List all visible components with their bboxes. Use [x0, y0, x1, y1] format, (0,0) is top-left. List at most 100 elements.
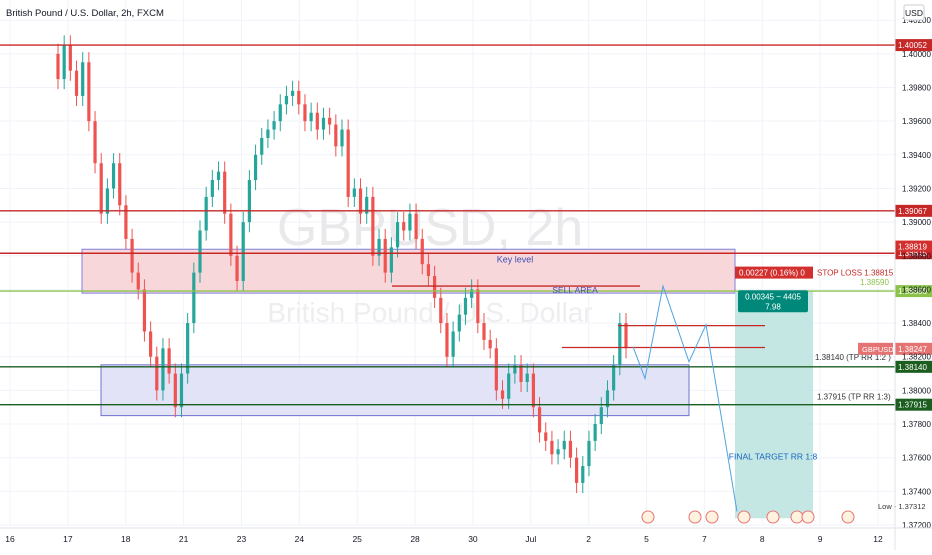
candle-body [457, 314, 461, 332]
x-tick-label: 30 [468, 534, 478, 544]
candle-body [599, 407, 603, 425]
level-price-label: 1.38815 [898, 249, 927, 258]
candle-body [229, 213, 233, 256]
candle-body [513, 365, 517, 374]
x-tick-label: 25 [352, 534, 362, 544]
candle-body [142, 289, 147, 332]
candle-body [414, 213, 418, 239]
candle-body [118, 163, 122, 206]
candle-body [260, 137, 264, 155]
candle-body [500, 390, 505, 399]
candle-body [494, 348, 498, 391]
candle-body [297, 90, 301, 105]
candle-body [241, 222, 245, 282]
x-tick-label: 24 [295, 534, 305, 544]
y-tick-label: 1.38400 [902, 319, 931, 328]
candle-body [445, 323, 449, 357]
candle-body [173, 373, 177, 408]
x-tick-label: Jul [525, 534, 536, 544]
candle-body [408, 213, 412, 231]
candle-body [562, 440, 566, 450]
chart-title: British Pound / U.S. Dollar, 2h, FXCM [6, 8, 164, 19]
candle-body [93, 121, 97, 164]
candle-body [537, 407, 542, 433]
y-tick-label: 1.39400 [902, 151, 931, 160]
candle-body [340, 129, 344, 147]
tp1-label: 1.38140 (TP RR 1:2 ) [815, 353, 891, 362]
y-tick-label: 1.37600 [902, 454, 931, 463]
watermark-symbol: GBPUSD, 2h [277, 199, 583, 257]
candle-body [266, 129, 270, 138]
x-tick-label: 8 [760, 534, 765, 544]
candle-body [303, 104, 307, 122]
candle-body [309, 112, 313, 122]
y-tick-label: 1.40000 [902, 50, 931, 59]
candle-body [371, 196, 375, 256]
currency-button[interactable] [903, 4, 925, 21]
candle-body [111, 163, 116, 189]
x-tick-label: 21 [179, 534, 189, 544]
x-tick-label: 16 [5, 534, 15, 544]
watermark: GBPUSD, 2h British Pound / U.S. Dollar [267, 199, 592, 328]
candle-body [575, 457, 579, 483]
candle-body [198, 230, 202, 273]
last-price-tag [895, 342, 932, 355]
candle-body [507, 373, 511, 399]
x-tick-label: 7 [702, 534, 707, 544]
candle-body [377, 238, 381, 256]
candle-body [155, 356, 159, 391]
candle-body [365, 196, 369, 214]
candle-body [439, 297, 443, 324]
target-tag-line2: 7.98 [765, 302, 781, 311]
sell-area-label: SELL AREA [552, 285, 598, 295]
candle-body [56, 53, 60, 80]
candle-body [568, 440, 573, 458]
candle-body [87, 62, 91, 122]
y-tick-label: 1.39200 [902, 184, 931, 193]
symbol-tag [858, 342, 893, 355]
candle-body [235, 255, 239, 282]
projection-path [632, 284, 738, 512]
extra-price-tag [895, 240, 932, 252]
event-marker-icon [705, 510, 719, 524]
event-marker-icon [641, 510, 655, 524]
candle-body [247, 180, 251, 223]
y-tick-label: 1.37800 [902, 420, 931, 429]
candle-body [278, 104, 282, 122]
level-price-tag [895, 398, 932, 411]
x-tick-label: 23 [237, 534, 247, 544]
candle-body [315, 112, 319, 130]
candle-body [149, 331, 153, 357]
tp2-label: 1.37915 (TP RR 1:3) [817, 393, 891, 402]
candle-body [328, 117, 332, 125]
y-tick-label: 1.38800 [902, 252, 931, 261]
entry-level-label: 1.38590 [860, 278, 889, 287]
stop-loss-tag-label: 0.00227 (0.16%) 0 [739, 269, 805, 278]
event-marker-icon [766, 510, 780, 524]
final-target-label: FINAL TARGET RR 1:8 [729, 451, 818, 461]
level-price-label: 1.37915 [898, 401, 927, 410]
candle-body [346, 129, 350, 197]
candle-body [556, 449, 560, 455]
candle-body [74, 70, 79, 96]
y-tick-label: 1.39800 [902, 84, 931, 93]
candle-body [161, 348, 165, 391]
level-price-tag [895, 39, 932, 52]
candle-body [476, 289, 480, 324]
low-label: Low - 1.37312 [878, 502, 926, 511]
candles [56, 35, 628, 494]
candle-body [531, 373, 535, 408]
event-marker-icon [790, 510, 804, 524]
event-marker-icon [801, 510, 815, 524]
candle-body [544, 432, 548, 441]
candle-body [593, 424, 597, 441]
key-level-label: Key level [497, 255, 534, 265]
candle-body [130, 238, 134, 273]
candle-body [605, 390, 610, 408]
event-marker-icon [688, 510, 702, 524]
candle-body [253, 154, 258, 181]
candle-body [291, 90, 295, 96]
candle-body [482, 323, 486, 340]
